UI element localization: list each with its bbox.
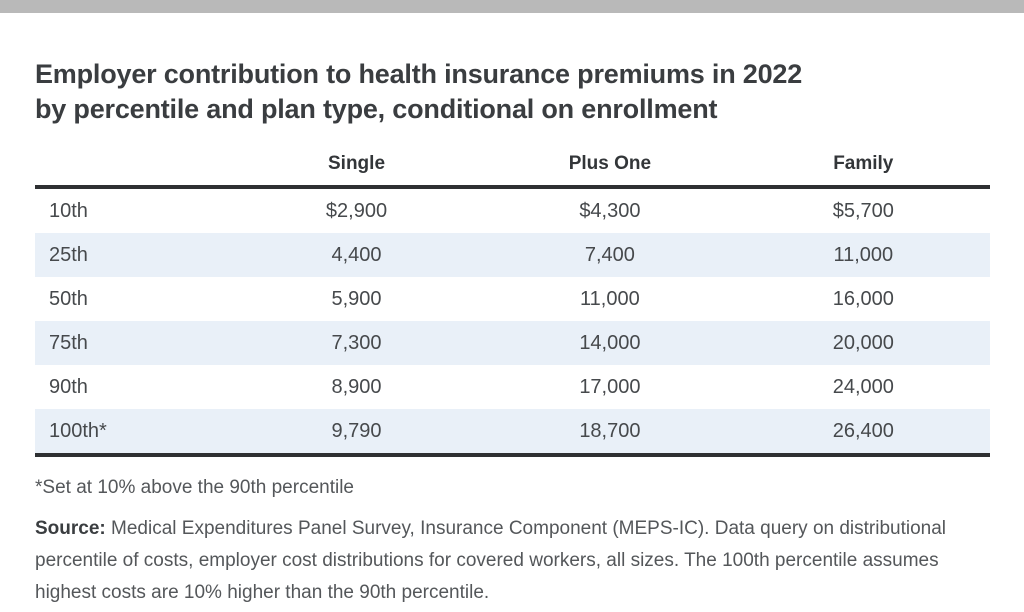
cell-plus-one: 17,000 [579,375,641,398]
column-header-percentile [35,141,230,189]
source-label: Source: [35,518,106,539]
row-label: 90th [49,375,88,398]
table-row: 10th $2,900 $4,300 $5,700 [35,187,990,233]
table-row: 50th 5,900 11,000 16,000 [35,277,990,321]
row-label: 50th [49,287,88,310]
row-label: 25th [49,243,88,266]
title-line-2: by percentile and plan type, conditional… [35,94,718,124]
table-row: 25th 4,400 7,400 11,000 [35,233,990,277]
cell-single: 4,400 [331,243,382,266]
table-row: 75th 7,300 14,000 20,000 [35,321,990,365]
column-header-plus-one: Plus One [483,141,737,189]
cell-family: 24,000 [832,375,894,398]
column-header-family: Family [736,141,990,189]
cell-plus-one: $4,300 [579,199,641,222]
source-note: Source: Medical Expenditures Panel Surve… [35,513,980,609]
title-line-1: Employer contribution to health insuranc… [35,59,803,89]
column-header-single: Single [229,141,484,189]
page-title: Employer contribution to health insuranc… [35,57,990,127]
cell-plus-one: 7,400 [584,243,635,266]
cell-single: 7,300 [331,331,382,354]
cell-single: 5,900 [331,287,382,310]
source-text: Medical Expenditures Panel Survey, Insur… [35,518,947,603]
cell-plus-one: 14,000 [579,331,641,354]
row-label: 75th [49,331,88,354]
top-bar [0,0,1024,13]
footnote: *Set at 10% above the 90th percentile [35,477,355,498]
cell-single: 9,790 [229,409,484,457]
figure: Employer contribution to health insuranc… [0,13,1024,609]
row-label: 10th [49,199,88,222]
cell-single: $2,900 [325,199,388,222]
cell-family: 26,400 [736,409,990,457]
cell-plus-one: 11,000 [580,287,640,310]
cell-plus-one: 18,700 [483,409,737,457]
cell-single: 8,900 [331,375,382,398]
table-row: 100th* 9,790 18,700 26,400 [35,409,990,457]
cell-family: 20,000 [832,331,894,354]
cell-family: 16,000 [832,287,894,310]
table-header-row: Single Plus One Family [35,141,990,189]
premiums-table: Single Plus One Family 10th $2,900 $4,30… [35,141,990,457]
row-label: 100th* [35,409,230,457]
table-row: 90th 8,900 17,000 24,000 [35,365,990,409]
cell-family: 11,000 [833,243,894,266]
cell-family: $5,700 [832,199,894,222]
